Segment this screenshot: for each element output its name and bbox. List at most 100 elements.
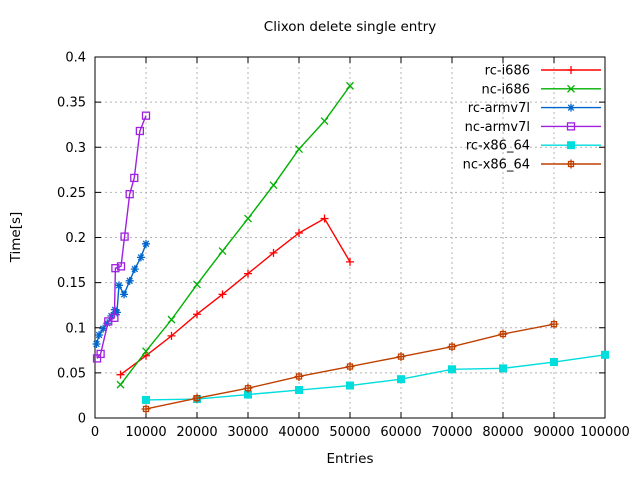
- plus-marker: [244, 269, 252, 278]
- legend-item-nc-x86_64: nc-x86_64: [463, 158, 601, 173]
- square-open-marker: [141, 111, 151, 120]
- plus-marker: [269, 248, 278, 257]
- square-open-marker: [135, 126, 145, 136]
- y-tick-label: 0.2: [65, 231, 86, 246]
- plus-marker: [567, 66, 575, 74]
- plus-marker: [320, 214, 329, 223]
- asterisk-marker: [92, 339, 101, 348]
- cross-marker: [320, 117, 329, 126]
- square-plus-marker: [498, 329, 508, 339]
- asterisk-marker: [567, 103, 575, 112]
- cross-marker: [567, 84, 575, 93]
- square-filled-marker: [567, 141, 575, 150]
- plus-marker: [346, 257, 354, 266]
- x-tick-label: 70000: [431, 425, 472, 440]
- plus-marker: [167, 331, 176, 340]
- plus-marker: [218, 290, 227, 299]
- series-line: [145, 354, 606, 401]
- series-rc-i686: [116, 214, 354, 379]
- square-open-marker: [116, 262, 126, 271]
- square-open-marker: [120, 232, 129, 241]
- square-open-marker: [110, 313, 119, 322]
- x-tick-label: 20000: [176, 425, 217, 440]
- asterisk-marker: [114, 281, 123, 290]
- series-line: [96, 115, 147, 359]
- square-filled-marker: [346, 381, 354, 390]
- legend-item-rc-x86_64: rc-x86_64: [466, 139, 601, 154]
- asterisk-marker: [112, 308, 121, 317]
- legend-label: rc-armv7l: [468, 101, 530, 116]
- x-tick-label: 100000: [580, 425, 630, 440]
- square-plus-marker: [549, 319, 559, 329]
- cross-marker: [295, 145, 303, 154]
- cross-marker: [142, 347, 150, 356]
- x-tick-label: 40000: [278, 425, 319, 440]
- series-nc-i686: [116, 81, 354, 389]
- x-tick-label: 90000: [533, 425, 574, 440]
- square-filled-marker: [397, 375, 405, 384]
- series-nc-x86_64: [141, 319, 559, 414]
- cross-marker: [218, 247, 227, 255]
- legend-label: nc-i686: [481, 82, 530, 97]
- x-axis-label: Entries: [326, 451, 373, 467]
- asterisk-marker: [130, 265, 139, 274]
- cross-marker: [269, 181, 278, 190]
- cross-marker: [346, 81, 354, 90]
- legend-item-nc-i686: nc-i686: [481, 82, 601, 97]
- square-open-marker: [111, 264, 120, 273]
- square-plus-marker: [396, 352, 406, 362]
- plus-marker: [193, 310, 201, 319]
- square-plus-marker: [192, 393, 202, 403]
- x-tick-label: 50000: [329, 425, 370, 440]
- square-filled-marker: [601, 350, 609, 359]
- y-tick-label: 0.15: [57, 276, 86, 291]
- series-line: [120, 217, 351, 376]
- plot-generated-content: 0 10000 20000 30000 40000 50000 60000 70000 8000…: [57, 51, 630, 441]
- legend-label: nc-armv7l: [465, 120, 530, 135]
- series-rc-armv7l: [92, 239, 150, 348]
- y-tick-label: 0.1: [65, 321, 86, 336]
- square-filled-marker: [295, 386, 303, 395]
- asterisk-marker: [125, 276, 134, 285]
- cross-marker: [193, 280, 201, 289]
- x-tick-label: 80000: [482, 425, 523, 440]
- square-filled-marker: [550, 358, 558, 367]
- legend-label: nc-x86_64: [463, 158, 530, 173]
- asterisk-marker: [136, 253, 145, 262]
- square-filled-marker: [244, 390, 252, 399]
- plus-marker: [116, 370, 125, 379]
- y-tick-label: 0.35: [57, 96, 86, 111]
- square-plus-marker: [243, 383, 253, 393]
- asterisk-marker: [142, 239, 150, 248]
- square-plus-marker: [566, 159, 576, 169]
- square-open-marker: [96, 349, 105, 359]
- square-filled-marker: [499, 364, 507, 373]
- y-tick-label: 0.05: [57, 366, 86, 381]
- square-filled-marker: [448, 365, 456, 374]
- y-axis-label: Time[s]: [8, 212, 24, 264]
- series-rc-x86_64: [142, 350, 609, 404]
- legend-label: rc-x86_64: [466, 139, 530, 154]
- series-nc-armv7l: [92, 111, 151, 363]
- y-tick-label: 0: [78, 412, 86, 427]
- x-tick-label: 30000: [227, 425, 268, 440]
- square-plus-marker: [141, 404, 151, 414]
- x-tick-label: 60000: [380, 425, 421, 440]
- asterisk-marker: [95, 330, 104, 339]
- asterisk-marker: [99, 324, 108, 333]
- square-plus-marker: [294, 371, 304, 381]
- asterisk-marker: [120, 290, 129, 299]
- chart-title: Clixon delete single entry: [264, 19, 436, 35]
- y-tick-label: 0.25: [57, 186, 86, 201]
- y-tick-label: 0.4: [65, 51, 86, 66]
- square-plus-marker: [345, 362, 355, 372]
- y-tick-label: 0.3: [65, 141, 86, 156]
- square-plus-marker: [447, 342, 457, 352]
- plus-marker: [295, 228, 303, 237]
- square-filled-marker: [142, 395, 150, 404]
- cross-marker: [167, 315, 176, 324]
- cross-marker: [244, 214, 252, 223]
- series-line: [119, 85, 351, 386]
